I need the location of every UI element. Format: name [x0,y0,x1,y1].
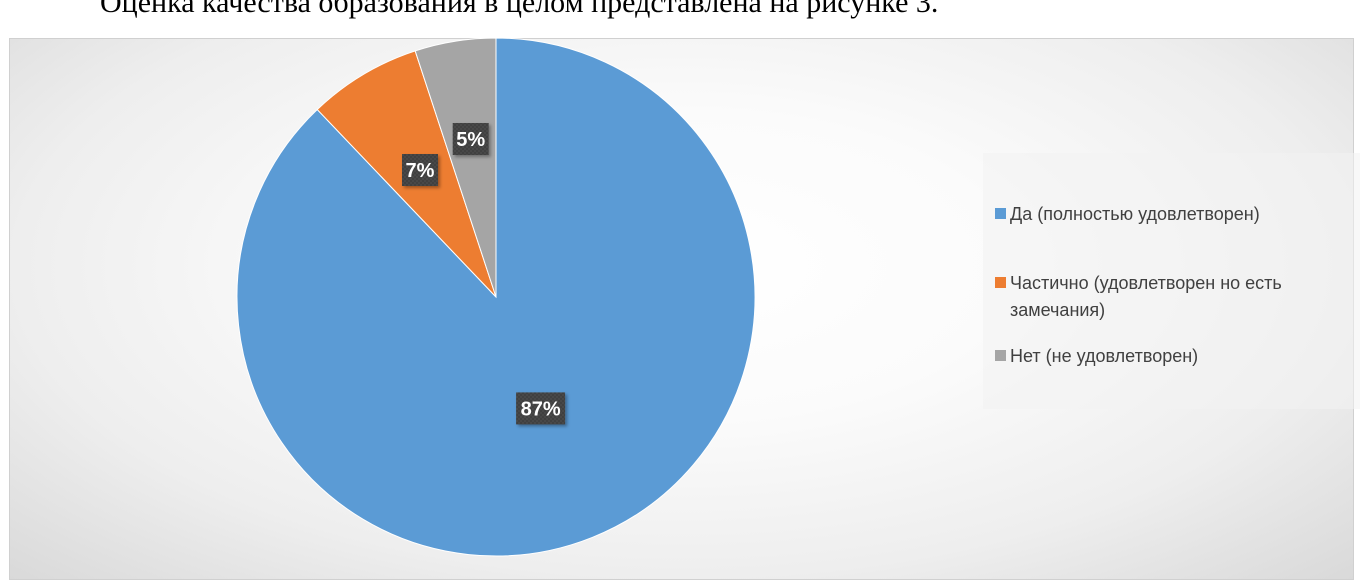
legend-label-partial: Частично (удовлетворен но есть замечания… [1010,273,1282,320]
data-label-yes: 87% [516,392,566,425]
pie-slice-no [414,37,497,298]
legend-item-partial: Частично (удовлетворен но есть замечания… [995,270,1350,324]
legend-label-no: Нет (не удовлетворен) [1010,346,1199,366]
legend-swatch-no [995,350,1006,361]
data-label-yes-text: 87% [521,398,561,420]
legend-swatch-partial [995,277,1006,288]
data-label-no-box [452,123,489,155]
data-label-no: 5% [452,123,489,155]
data-label-partial-text: 7% [406,160,435,182]
legend-label-yes: Да (полностью удовлетворен) [1010,204,1260,224]
data-label-partial: 7% [402,154,438,186]
legend-item-yes: Да (полностью удовлетворен) [995,201,1350,228]
legend-swatch-yes [995,208,1006,219]
chart-legend: Да (полностью удовлетворен) Частично (уд… [983,153,1360,409]
legend-item-no: Нет (не удовлетворен) [995,343,1350,370]
data-label-partial-box [402,154,438,186]
data-label-no-text: 5% [456,129,485,151]
document-caption: Оценка качества образования в целом пред… [100,0,939,19]
data-label-yes-box [516,392,566,425]
